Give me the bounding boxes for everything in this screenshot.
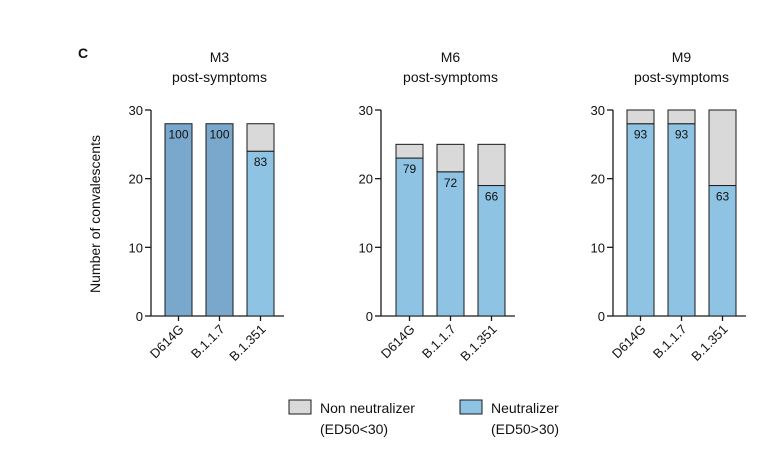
- bar-percent-label: 100: [209, 128, 229, 142]
- bar-percent-label: 83: [254, 155, 268, 169]
- bar-neutralizer: [395, 157, 424, 317]
- bar-percent-label: 72: [444, 176, 458, 190]
- panel-m6: M6 post-symptoms 0 10 20 30 79 D614G 72 B.1.1.7 66…: [359, 49, 515, 364]
- chart-panels: M3post-symptoms0102030100D614G100B.1.1.7…: [129, 49, 746, 364]
- bar-neutralizer: [436, 171, 465, 317]
- bar-neutralizer: [205, 123, 234, 317]
- x-tick-label: D614G: [147, 322, 187, 362]
- panel-letter: C: [78, 45, 88, 61]
- legend-item-neutralizer: Neutralizer (ED50>30): [459, 399, 559, 437]
- bar-percent-label: 93: [634, 128, 648, 142]
- x-tick-label: B.1.1.7: [650, 322, 690, 362]
- panel-title-line2: post-symptoms: [634, 69, 729, 85]
- legend-sublabel-non-neutralizer: (ED50<30): [320, 421, 388, 437]
- y-tick-label: 30: [129, 103, 143, 118]
- bar-neutralizer: [667, 123, 696, 317]
- panel-title-line1: M3: [210, 49, 230, 65]
- panel-title-line1: M9: [672, 49, 692, 65]
- legend-item-non-neutralizer: Non neutralizer (ED50<30): [288, 399, 415, 437]
- bar-non-neutralizer: [667, 109, 696, 125]
- x-tick-label: B.1.1.7: [188, 322, 228, 362]
- bar-non-neutralizer: [246, 123, 275, 152]
- legend-label-neutralizer: Neutralizer: [491, 400, 559, 416]
- y-tick-label: 20: [129, 172, 143, 187]
- y-tick-label: 10: [591, 240, 605, 255]
- bar-neutralizer: [708, 185, 737, 317]
- y-tick-label: 10: [129, 240, 143, 255]
- legend: Non neutralizer (ED50<30) Neutralizer (E…: [288, 399, 559, 437]
- bar-percent-label: 93: [675, 128, 689, 142]
- panel-m3: M3 post-symptoms 0 10 20 30 100 D614G 100 B.1.1.7…: [129, 49, 284, 364]
- x-tick-label: B.1.351: [457, 322, 499, 364]
- y-tick-label: 0: [136, 309, 143, 324]
- panel-m9: M9 post-symptoms 0 10 20 30 93 D614G 93 B.1.1.7 63…: [591, 49, 746, 364]
- x-tick-label: B.1.351: [226, 322, 268, 364]
- y-axis-label: Number of convalescents: [87, 135, 103, 293]
- bar-non-neutralizer: [395, 143, 424, 159]
- bar-non-neutralizer: [477, 143, 506, 187]
- y-tick-label: 30: [359, 103, 373, 118]
- y-tick-label: 20: [359, 172, 373, 187]
- y-tick-label: 0: [598, 309, 605, 324]
- bar-non-neutralizer: [436, 143, 465, 173]
- panel-title-line2: post-symptoms: [172, 69, 267, 85]
- legend-swatch-neutralizer: [459, 399, 483, 415]
- bar-percent-label: 79: [403, 162, 417, 176]
- bar-percent-label: 66: [485, 190, 499, 204]
- legend-swatch-non-neutralizer: [288, 399, 312, 415]
- bar-neutralizer: [626, 123, 655, 317]
- bar-percent-label: 63: [716, 190, 730, 204]
- bar-neutralizer: [246, 150, 275, 317]
- x-tick-label: D614G: [609, 322, 649, 362]
- x-tick-label: D614G: [378, 322, 418, 362]
- bar-neutralizer: [477, 185, 506, 317]
- bar-percent-label: 100: [168, 128, 188, 142]
- bar-neutralizer: [164, 123, 193, 317]
- x-tick-label: B.1.351: [688, 322, 730, 364]
- y-tick-label: 10: [359, 240, 373, 255]
- legend-label-non-neutralizer: Non neutralizer: [320, 400, 415, 416]
- bar-non-neutralizer: [708, 109, 737, 187]
- panel-title-line2: post-symptoms: [403, 69, 498, 85]
- legend-sublabel-neutralizer: (ED50>30): [491, 421, 559, 437]
- x-tick-label: B.1.1.7: [419, 322, 459, 362]
- y-tick-label: 0: [366, 309, 373, 324]
- panel-title-line1: M6: [441, 49, 461, 65]
- y-tick-label: 30: [591, 103, 605, 118]
- y-tick-label: 20: [591, 172, 605, 187]
- bar-non-neutralizer: [626, 109, 655, 125]
